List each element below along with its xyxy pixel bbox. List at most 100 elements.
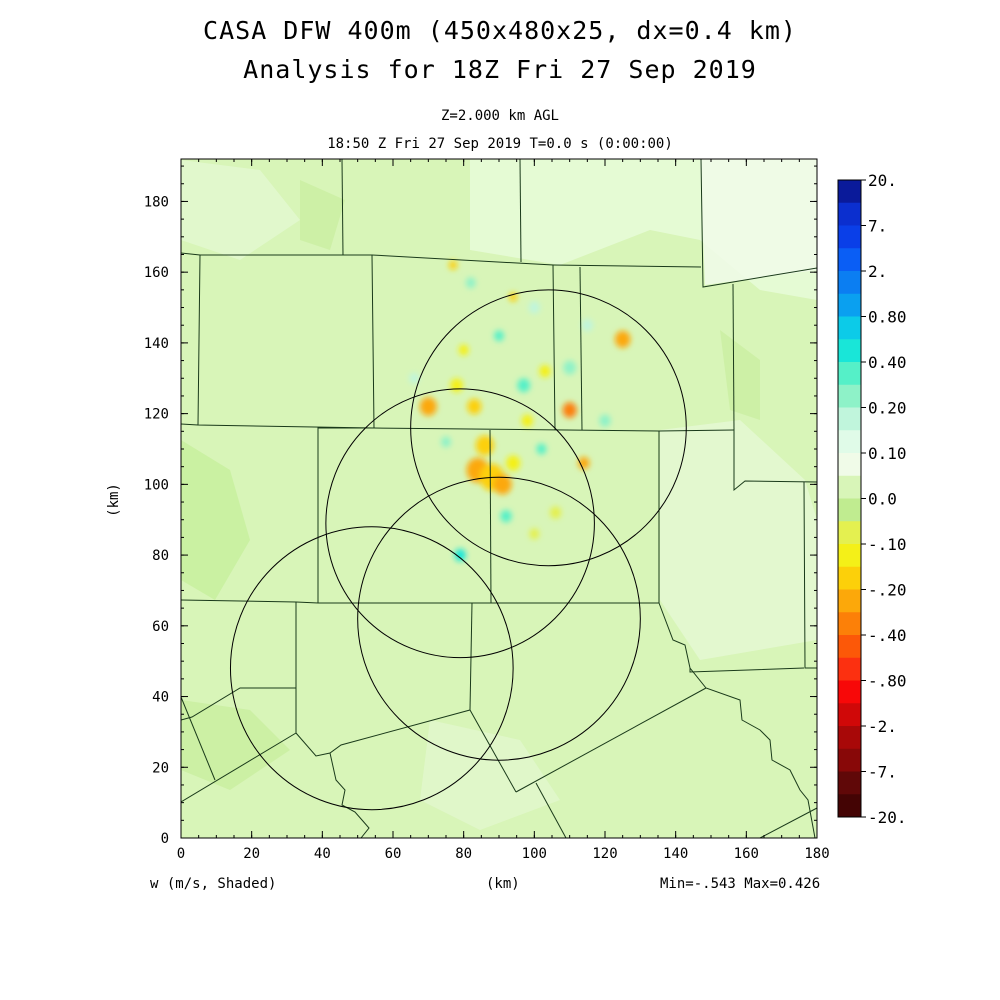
colorbar-label: -.40	[868, 626, 907, 645]
y-tick-label: 180	[144, 194, 169, 210]
x-tick-label: 40	[314, 846, 331, 862]
w-cell	[614, 330, 631, 348]
w-cell	[494, 330, 504, 342]
colorbar-label: -.20	[868, 581, 907, 600]
min-max-readout: Min=-.543 Max=0.426	[660, 876, 821, 892]
x-axis: 0 20 40 60 80 100 120 140 160 180	[177, 159, 830, 862]
colorbar-swatch	[838, 339, 861, 363]
w-cell	[562, 402, 577, 418]
w-cell	[448, 260, 458, 270]
colorbar-label: 20.	[868, 171, 897, 190]
radar-ring	[325, 388, 595, 659]
near-zero-zone	[181, 160, 300, 260]
colorbar-swatch	[838, 589, 861, 613]
county-line	[181, 423, 199, 426]
colorbar-swatch	[838, 566, 861, 590]
y-axis-title: (km)	[106, 483, 122, 517]
w-cell	[536, 443, 547, 455]
negative-streak	[720, 330, 760, 420]
w-cells	[409, 260, 631, 562]
x-axis-title: (km)	[486, 876, 520, 892]
county-line	[689, 667, 805, 673]
w-cell	[500, 509, 512, 523]
x-tick-label: 160	[734, 846, 759, 862]
w-cell	[441, 436, 451, 448]
x-tick-label: 180	[804, 846, 829, 862]
w-cell	[467, 398, 482, 415]
negative-streak	[181, 700, 290, 790]
time-subtitle: 18:50 Z Fri 27 Sep 2019 T=0.0 s (0:00:00…	[327, 136, 673, 152]
colorbar-swatch	[838, 180, 861, 204]
county-line	[803, 481, 817, 669]
plot-title-line1: CASA DFW 400m (450x480x25, dx=0.4 km)	[203, 16, 797, 45]
county-line	[535, 782, 567, 838]
county-line	[181, 252, 201, 256]
colorbar-label: 0.20	[868, 399, 907, 418]
y-tick-label: 0	[161, 831, 169, 847]
y-tick-label: 100	[144, 477, 169, 493]
colorbar-label: 7.	[868, 217, 887, 236]
w-cell	[563, 360, 577, 375]
county-line	[515, 687, 707, 793]
plot-title-line2: Analysis for 18Z Fri 27 Sep 2019	[243, 55, 757, 84]
x-tick-label: 60	[385, 846, 402, 862]
county-line	[700, 159, 817, 288]
county-line	[329, 752, 370, 838]
colorbar-label: -.10	[868, 535, 907, 554]
colorbar-label: -.80	[868, 672, 907, 691]
w-field	[181, 159, 817, 838]
colorbar-swatch	[838, 771, 861, 795]
colorbar-swatch	[838, 248, 861, 272]
y-tick-label: 120	[144, 407, 169, 423]
colorbar-swatch	[838, 703, 861, 727]
colorbar-swatch	[838, 202, 861, 226]
variable-label: w (m/s, Shaded)	[150, 876, 277, 892]
near-zero-zone	[700, 159, 817, 285]
w-cell	[517, 378, 531, 393]
y-tick-label: 20	[152, 760, 169, 776]
county-line	[658, 602, 816, 838]
colorbar-swatch	[838, 384, 861, 408]
x-tick-label: 120	[592, 846, 617, 862]
radar-range-rings	[229, 289, 687, 811]
county-line	[733, 430, 817, 492]
colorbar-swatch	[838, 680, 861, 704]
y-tick-label: 40	[152, 690, 169, 706]
county-boundaries	[181, 159, 817, 838]
colorbar-label: -20.	[868, 808, 907, 827]
y-tick-label: 160	[144, 265, 169, 281]
w-cell	[578, 456, 590, 470]
colorbar-swatch	[838, 612, 861, 636]
colorbar-swatch	[838, 794, 861, 818]
y-tick-label: 140	[144, 336, 169, 352]
colorbar-swatch	[838, 453, 861, 477]
radar-ring	[229, 526, 514, 811]
colorbar-swatch	[838, 362, 861, 386]
w-cell	[521, 414, 533, 427]
y-tick-label: 60	[152, 619, 169, 635]
w-cell	[528, 301, 540, 314]
w-cell	[409, 372, 420, 384]
county-line	[181, 696, 216, 781]
y-tick-label: 80	[152, 548, 169, 564]
negative-streak	[300, 180, 345, 250]
colorbar-label: 0.10	[868, 444, 907, 463]
x-tick-label: 100	[522, 846, 547, 862]
colorbar-swatch	[838, 521, 861, 545]
county-line	[317, 427, 374, 603]
near-zero-zone	[420, 720, 560, 830]
county-line	[579, 266, 583, 431]
county-line	[181, 602, 297, 721]
colorbar-label: 0.80	[868, 308, 907, 327]
w-cell	[581, 318, 593, 332]
x-tick-label: 140	[663, 846, 688, 862]
county-line	[732, 283, 735, 431]
radar-ring	[410, 289, 687, 567]
colorbar: 20. 7. 2. 0.80 0.40 0.20 0.10 0.0 -.10 -.20 -.40 -.…	[837, 171, 907, 827]
w-cell	[465, 277, 476, 289]
colorbar-swatch	[838, 748, 861, 772]
level-subtitle: Z=2.000 km AGL	[440, 108, 559, 124]
colorbar-swatch	[838, 544, 861, 568]
colorbar-swatch	[838, 271, 861, 295]
colorbar-swatch	[838, 726, 861, 750]
